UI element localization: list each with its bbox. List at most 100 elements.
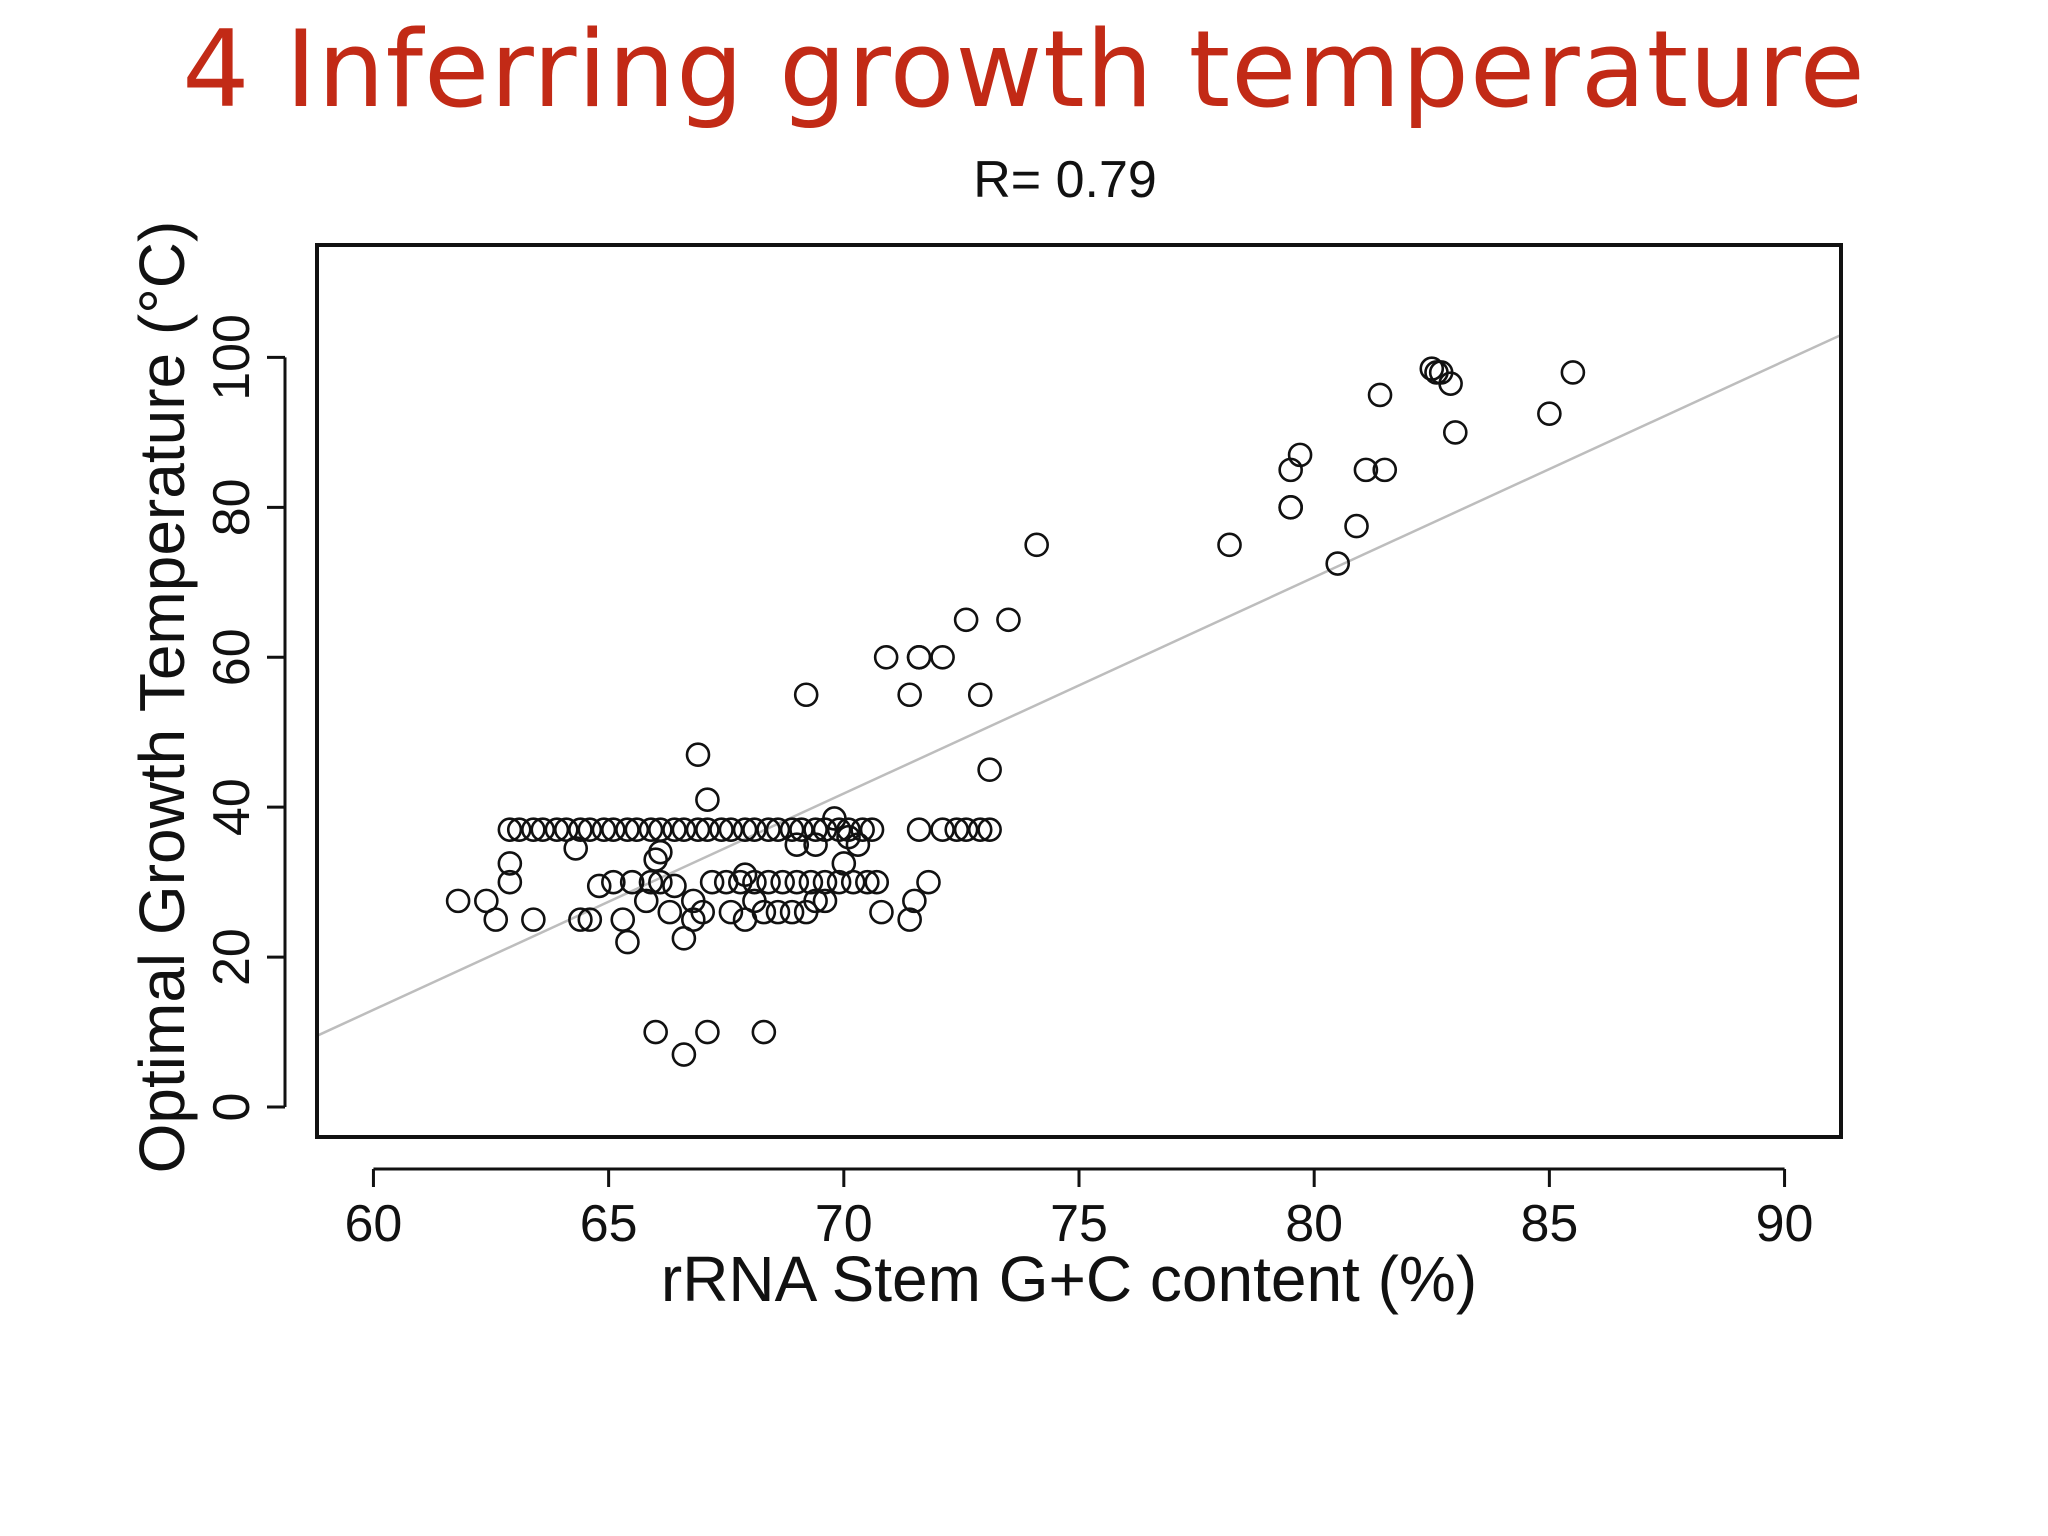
data-point (497, 817, 523, 842)
data-point (671, 817, 697, 842)
data-point (577, 817, 603, 842)
y-axis-label: Optimal Growth Temperature (°C) (126, 221, 198, 1174)
y-tick-label: 20 (203, 928, 261, 986)
data-point (826, 869, 852, 895)
data-point (718, 817, 744, 842)
data-point (1442, 420, 1468, 445)
data-point (732, 862, 758, 887)
data-point (1560, 360, 1586, 385)
data-point (953, 817, 979, 842)
data-point (869, 899, 894, 925)
x-tick-label: 90 (1756, 1195, 1814, 1253)
data-point (633, 888, 659, 914)
y-tick-label: 60 (203, 628, 261, 686)
data-point (756, 869, 781, 895)
data-point (765, 899, 791, 925)
data-point (765, 817, 791, 842)
data-point (897, 907, 922, 932)
data-point (770, 869, 795, 895)
data-point (906, 644, 932, 670)
data-point (812, 888, 838, 914)
data-point (977, 757, 1002, 783)
y-tick-label: 40 (203, 778, 261, 836)
slide-title: 4 Inferring growth temperature (182, 8, 1866, 131)
data-point (751, 899, 777, 925)
data-point (643, 1019, 668, 1045)
data-point (657, 899, 683, 925)
data-point (615, 817, 640, 842)
data-point (624, 817, 650, 842)
data-point (779, 817, 805, 842)
data-point (784, 832, 810, 857)
data-point (756, 817, 781, 842)
data-point (615, 929, 640, 955)
data-point (1372, 457, 1398, 483)
data-point (1344, 513, 1369, 539)
data-point (709, 817, 734, 842)
regression-line (316, 333, 1842, 1037)
x-tick-label: 60 (345, 1195, 403, 1253)
data-point (695, 787, 720, 812)
data-point (662, 817, 687, 842)
x-tick-label: 80 (1285, 1195, 1343, 1253)
chart-title: R= 0.79 (973, 151, 1157, 209)
data-point (953, 607, 979, 633)
data-point (1217, 532, 1242, 558)
x-axis-label: rRNA Stem G+C content (%) (661, 1243, 1477, 1315)
y-tick-label: 100 (203, 314, 261, 401)
data-point (638, 869, 664, 895)
data-point (967, 682, 993, 708)
data-point (685, 742, 711, 768)
data-point (619, 869, 645, 895)
x-tick-label: 85 (1520, 1195, 1578, 1253)
data-point (586, 873, 612, 899)
data-point (850, 817, 875, 842)
y-tick-label: 80 (203, 478, 261, 536)
axes: 60 65 70 75 80 85 90 0 20 40 60 80 100 (203, 314, 1813, 1253)
data-point (685, 817, 711, 842)
data-point (930, 817, 955, 842)
data-point (793, 682, 819, 708)
data-point (695, 817, 720, 842)
regression-line-layer (316, 333, 1842, 1037)
data-point (718, 899, 744, 925)
data-point (1424, 360, 1449, 385)
data-point (1367, 382, 1393, 408)
data-point (897, 682, 922, 708)
data-point (497, 851, 523, 876)
data-point (803, 832, 828, 857)
data-point (568, 817, 593, 842)
data-point (568, 907, 593, 932)
data-point (648, 839, 673, 865)
data-point (1278, 495, 1303, 520)
data-point (690, 899, 716, 925)
data-point (1438, 371, 1463, 396)
data-point (873, 644, 899, 670)
data-point (662, 873, 687, 899)
data-point (483, 907, 509, 932)
data-point (803, 817, 828, 842)
data-point (1024, 532, 1049, 558)
data-point (695, 1019, 720, 1045)
x-tick-label: 65 (580, 1195, 638, 1253)
data-point (601, 869, 626, 895)
data-point (643, 847, 668, 872)
data-point (648, 869, 673, 895)
data-point (638, 817, 664, 842)
data-point (530, 817, 556, 842)
data-point (742, 817, 767, 842)
data-point (930, 644, 955, 670)
plot-frame (315, 243, 1843, 1139)
data-point (902, 888, 927, 914)
data-point (732, 817, 758, 842)
y-tick-label: 0 (203, 1093, 261, 1122)
data-point (906, 817, 932, 842)
data-point (845, 832, 871, 857)
x-tick-label: 75 (1050, 1195, 1108, 1253)
data-point (803, 888, 828, 914)
data-point (591, 817, 617, 842)
data-point (798, 869, 824, 895)
data-point (601, 817, 626, 842)
data-point (996, 607, 1021, 633)
